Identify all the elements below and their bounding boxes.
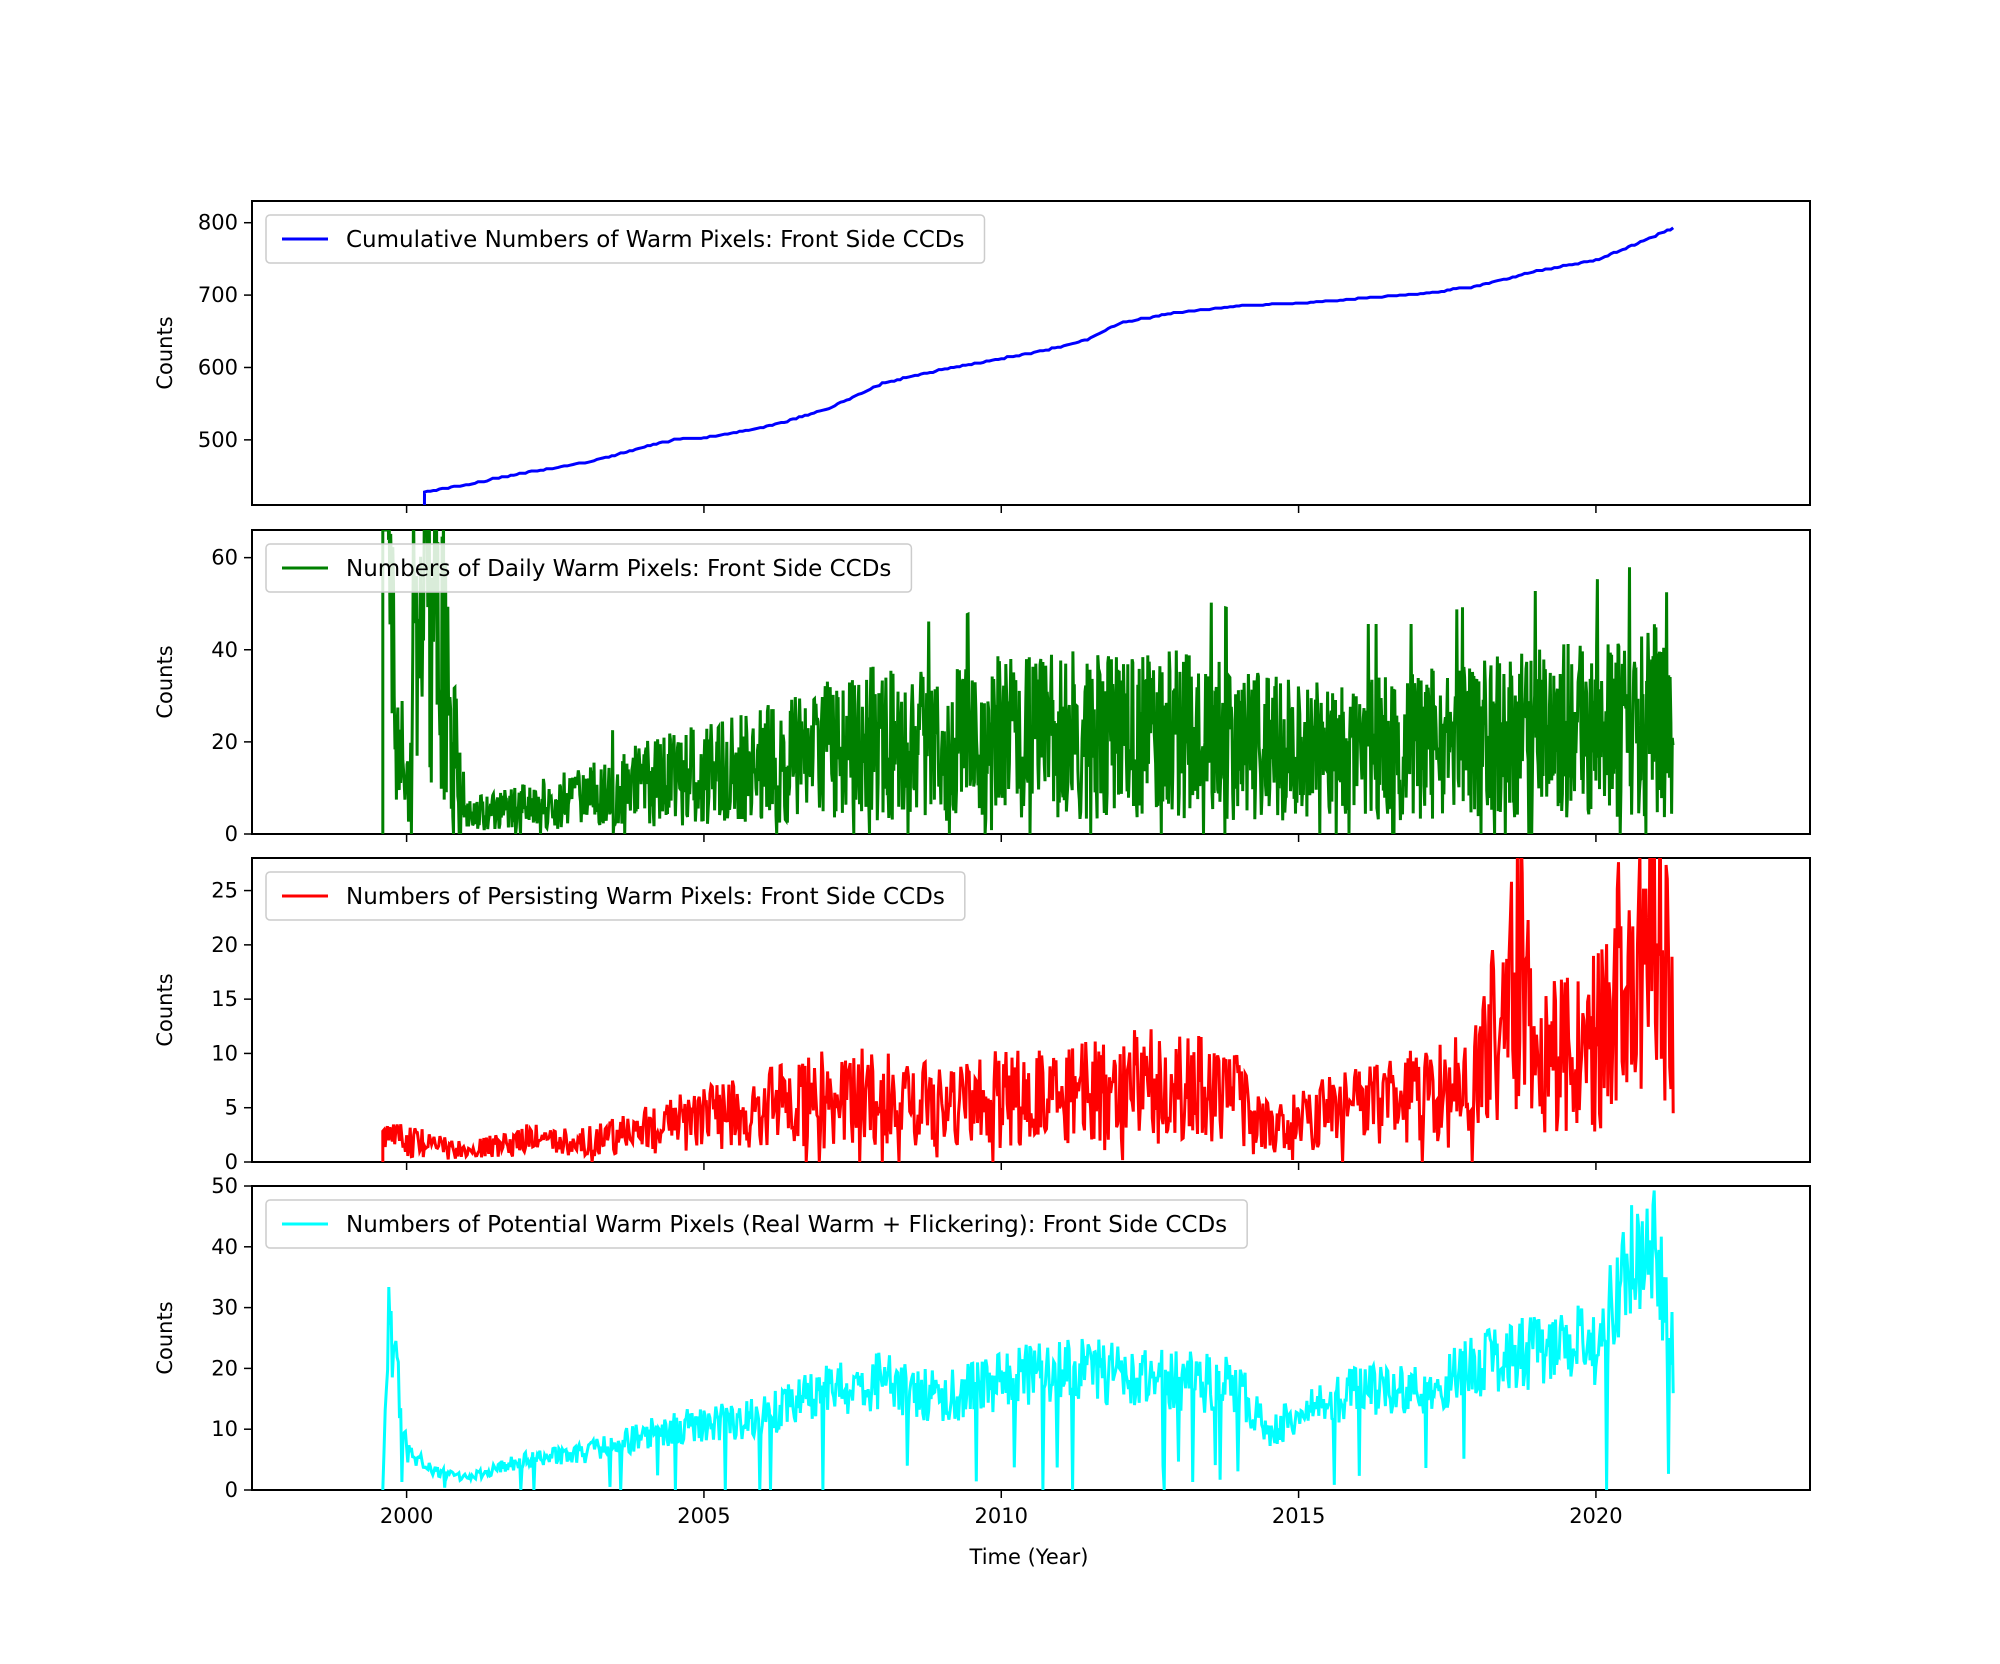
y-tick-label: 50 bbox=[211, 1174, 238, 1198]
y-tick-label: 0 bbox=[225, 1150, 238, 1174]
y-tick-label: 0 bbox=[225, 1478, 238, 1502]
y-tick-label: 800 bbox=[198, 211, 238, 235]
y-tick-label: 5 bbox=[225, 1096, 238, 1120]
y-axis-label: Counts bbox=[153, 645, 177, 718]
legend-label: Numbers of Persisting Warm Pixels: Front… bbox=[346, 884, 945, 910]
legend-label: Numbers of Potential Warm Pixels (Real W… bbox=[346, 1212, 1227, 1238]
x-tick-label: 2005 bbox=[677, 1504, 730, 1528]
y-tick-label: 40 bbox=[211, 1235, 238, 1259]
y-tick-label: 20 bbox=[211, 730, 238, 754]
y-tick-label: 600 bbox=[198, 355, 238, 379]
y-axis-label: Counts bbox=[153, 973, 177, 1046]
legend: Numbers of Daily Warm Pixels: Front Side… bbox=[266, 544, 911, 592]
y-tick-label: 15 bbox=[211, 987, 238, 1011]
x-tick-label: 2015 bbox=[1272, 1504, 1325, 1528]
x-tick-label: 2020 bbox=[1569, 1504, 1622, 1528]
y-tick-label: 30 bbox=[211, 1296, 238, 1320]
y-tick-label: 0 bbox=[225, 822, 238, 846]
y-axis-label: Counts bbox=[153, 1301, 177, 1374]
y-tick-label: 40 bbox=[211, 638, 238, 662]
y-tick-label: 10 bbox=[211, 1041, 238, 1065]
y-tick-label: 500 bbox=[198, 428, 238, 452]
y-tick-label: 10 bbox=[211, 1417, 238, 1441]
legend-label: Numbers of Daily Warm Pixels: Front Side… bbox=[346, 556, 891, 582]
y-tick-label: 60 bbox=[211, 546, 238, 570]
legend-label: Cumulative Numbers of Warm Pixels: Front… bbox=[346, 227, 964, 253]
legend: Numbers of Potential Warm Pixels (Real W… bbox=[266, 1200, 1247, 1248]
y-tick-label: 700 bbox=[198, 283, 238, 307]
legend: Numbers of Persisting Warm Pixels: Front… bbox=[266, 872, 965, 920]
x-tick-label: 2010 bbox=[975, 1504, 1028, 1528]
legend: Cumulative Numbers of Warm Pixels: Front… bbox=[266, 215, 984, 263]
x-tick-label: 2000 bbox=[380, 1504, 433, 1528]
y-axis-label: Counts bbox=[153, 316, 177, 389]
y-tick-label: 25 bbox=[211, 879, 238, 903]
y-tick-label: 20 bbox=[211, 933, 238, 957]
x-axis-label: Time (Year) bbox=[969, 1545, 1089, 1569]
y-tick-label: 20 bbox=[211, 1356, 238, 1380]
